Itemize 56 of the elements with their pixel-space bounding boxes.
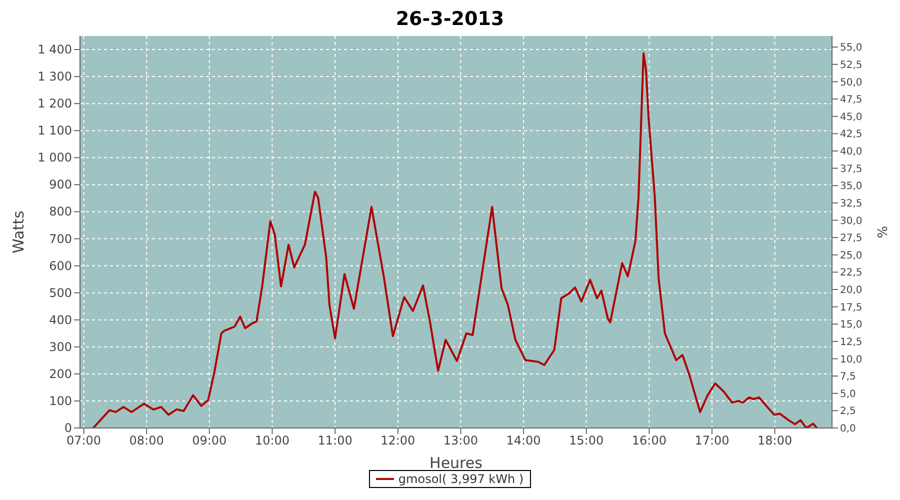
y-tick-label: 700 xyxy=(49,232,72,246)
y-tick-label: 1 000 xyxy=(38,150,72,165)
y2-axis-title: % xyxy=(873,226,888,238)
line-series xyxy=(92,52,818,428)
y2-tick-label: 12,5 xyxy=(840,336,862,348)
x-tick-label: 13:00 xyxy=(443,434,478,448)
x-tick-label: 14:00 xyxy=(506,434,541,448)
y2-tick-label: 22,5 xyxy=(840,268,862,279)
y2-tick-label: 52,5 xyxy=(840,60,862,71)
y2-tick-label: 27,5 xyxy=(840,233,862,244)
y2-tick-label: 30,0 xyxy=(840,216,862,227)
legend-label: gmosol( 3,997 kWh ) xyxy=(398,472,524,486)
y2-tick-label: 0,0 xyxy=(840,424,856,435)
x-tick-label: 11:00 xyxy=(318,434,352,448)
y-tick-label: 1 300 xyxy=(38,70,72,84)
x-tick-label: 16:00 xyxy=(632,434,666,448)
y2-tick-label: 20,0 xyxy=(840,285,862,296)
y-tick-label: 1 100 xyxy=(38,124,72,138)
x-tick-label: 12:00 xyxy=(380,434,416,448)
y2-tick-label: 17,5 xyxy=(840,302,862,314)
x-tick-label: 07:00 xyxy=(66,434,102,448)
y2-tick-label: 55,0 xyxy=(840,42,862,54)
y-axis-title: Watts xyxy=(9,210,28,254)
y-tick-label: 100 xyxy=(49,394,72,408)
y-tick-label: 0 xyxy=(64,421,72,435)
y-tick-label: 900 xyxy=(49,178,72,192)
x-axis-title: Heures xyxy=(430,454,483,472)
y2-tick-label: 47,5 xyxy=(840,94,862,106)
x-tick-label: 09:00 xyxy=(192,434,227,448)
y-tick-label: 500 xyxy=(49,286,72,300)
y-tick-label: 800 xyxy=(49,204,72,219)
y2-tick-label: 25,0 xyxy=(840,250,862,262)
y2-tick-label: 2,5 xyxy=(840,406,856,418)
y-tick-label: 1 400 xyxy=(38,42,72,57)
y2-tick-label: 32,5 xyxy=(840,198,862,210)
x-tick-label: 18:00 xyxy=(758,434,792,448)
y-tick-label: 1 200 xyxy=(38,96,72,111)
y2-tick-label: 42,5 xyxy=(840,129,862,140)
x-tick-label: 15:00 xyxy=(569,434,604,448)
y2-tick-label: 15,0 xyxy=(840,320,862,331)
y2-tick-label: 10,0 xyxy=(840,354,862,366)
y-tick-label: 200 xyxy=(49,366,72,381)
x-tick-label: 17:00 xyxy=(694,434,730,448)
y2-tick-label: 37,5 xyxy=(840,164,862,175)
y-tick-label: 300 xyxy=(49,340,72,354)
y2-tick-label: 7,5 xyxy=(840,372,856,383)
y2-tick-label: 45,0 xyxy=(840,112,862,123)
x-tick-label: 10:00 xyxy=(254,434,290,448)
y2-tick-label: 40,0 xyxy=(840,146,862,158)
y2-tick-label: 5,0 xyxy=(840,388,856,400)
y2-tick-label: 50,0 xyxy=(840,77,862,88)
y-tick-label: 600 xyxy=(49,258,72,273)
y-tick-label: 400 xyxy=(49,312,72,327)
x-tick-label: 08:00 xyxy=(129,434,164,448)
chart-title: 26-3-2013 xyxy=(394,8,506,32)
y2-tick-label: 35,0 xyxy=(840,181,862,192)
